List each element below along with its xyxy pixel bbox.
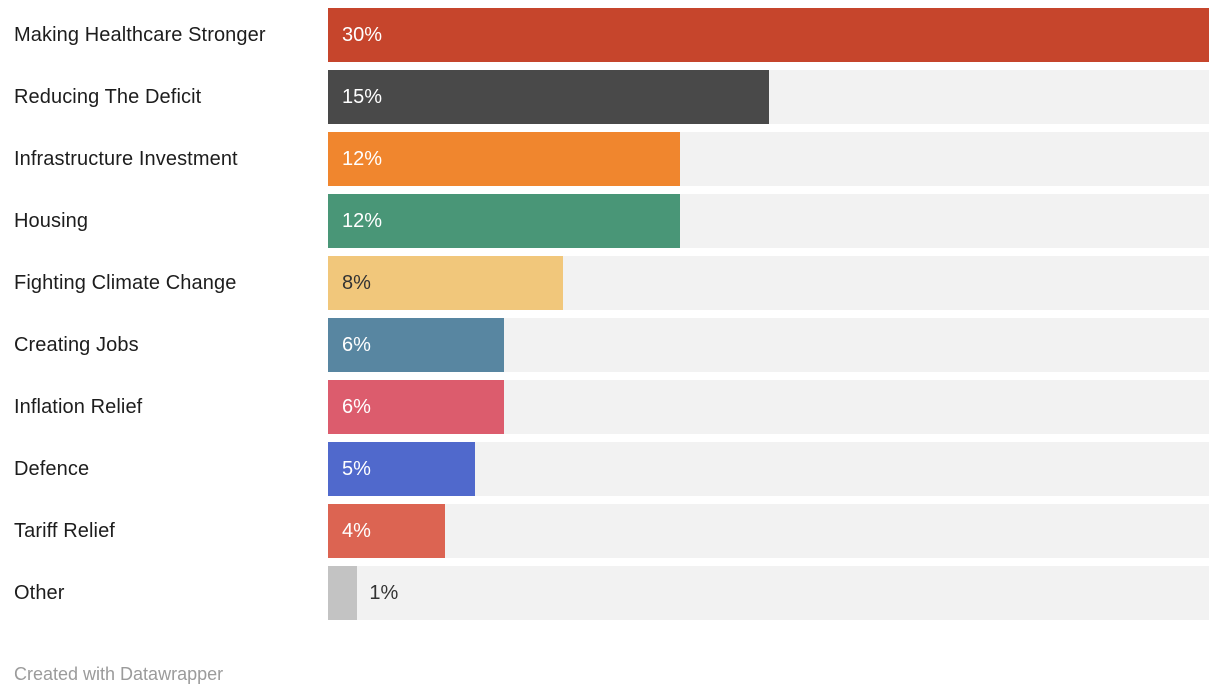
category-label: Defence <box>14 457 90 480</box>
bar-row: Tariff Relief 4% <box>14 504 1209 558</box>
value-label: 12% <box>342 210 383 232</box>
category-label: Tariff Relief <box>14 519 115 542</box>
chart-footer: Created with Datawrapper <box>14 664 1209 697</box>
bar-track: 15% <box>328 70 1209 124</box>
bar-row: Creating Jobs 6% <box>14 318 1209 372</box>
bar-track: 12% <box>328 132 1209 186</box>
category-label: Reducing The Deficit <box>14 85 202 108</box>
bar-row: Making Healthcare Stronger 30% <box>14 8 1209 62</box>
bar-row: Housing 12% <box>14 194 1209 248</box>
value-label: 5% <box>342 458 371 480</box>
value-label: 4% <box>342 520 371 542</box>
bar-track: 1% <box>328 566 1209 620</box>
datawrapper-credit-link[interactable]: Created with Datawrapper <box>14 664 224 684</box>
category-label: Inflation Relief <box>14 395 143 418</box>
value-label: 12% <box>342 148 383 170</box>
bar: 4% <box>328 504 446 558</box>
bar-row: Reducing The Deficit 15% <box>14 70 1209 124</box>
bar-track: 6% <box>328 318 1209 372</box>
bar: 6% <box>328 380 505 434</box>
value-label: 15% <box>342 86 383 108</box>
category-label: Infrastructure Investment <box>14 147 238 170</box>
bar: 12% <box>328 194 681 248</box>
bar-row: Fighting Climate Change 8% <box>14 256 1209 310</box>
bar-rows: Making Healthcare Stronger 30% Reducing … <box>14 8 1209 620</box>
bar-track: 8% <box>328 256 1209 310</box>
category-label: Other <box>14 581 65 604</box>
bar-track: 6% <box>328 380 1209 434</box>
value-label: 6% <box>342 396 371 418</box>
bar: 15% <box>328 70 769 124</box>
bar: 8% <box>328 256 563 310</box>
bar <box>328 566 358 620</box>
bar-track: 4% <box>328 504 1209 558</box>
bar-row: Infrastructure Investment 12% <box>14 132 1209 186</box>
bar-track: 12% <box>328 194 1209 248</box>
category-label: Housing <box>14 209 89 232</box>
bar: 12% <box>328 132 681 186</box>
category-label: Fighting Climate Change <box>14 271 237 294</box>
bar: 5% <box>328 442 475 496</box>
bar: 6% <box>328 318 505 372</box>
bar-track: 30% <box>328 8 1209 62</box>
bar-track: 5% <box>328 442 1209 496</box>
value-label-outside: 1% <box>369 582 399 604</box>
category-label: Making Healthcare Stronger <box>14 23 266 46</box>
bar-row: Inflation Relief 6% <box>14 380 1209 434</box>
bar-row: Other 1% <box>14 566 1209 620</box>
category-label: Creating Jobs <box>14 333 139 356</box>
value-label: 30% <box>342 24 383 46</box>
bar: 30% <box>328 8 1209 62</box>
value-label: 8% <box>342 272 371 294</box>
bar-row: Defence 5% <box>14 442 1209 496</box>
value-label: 6% <box>342 334 371 356</box>
